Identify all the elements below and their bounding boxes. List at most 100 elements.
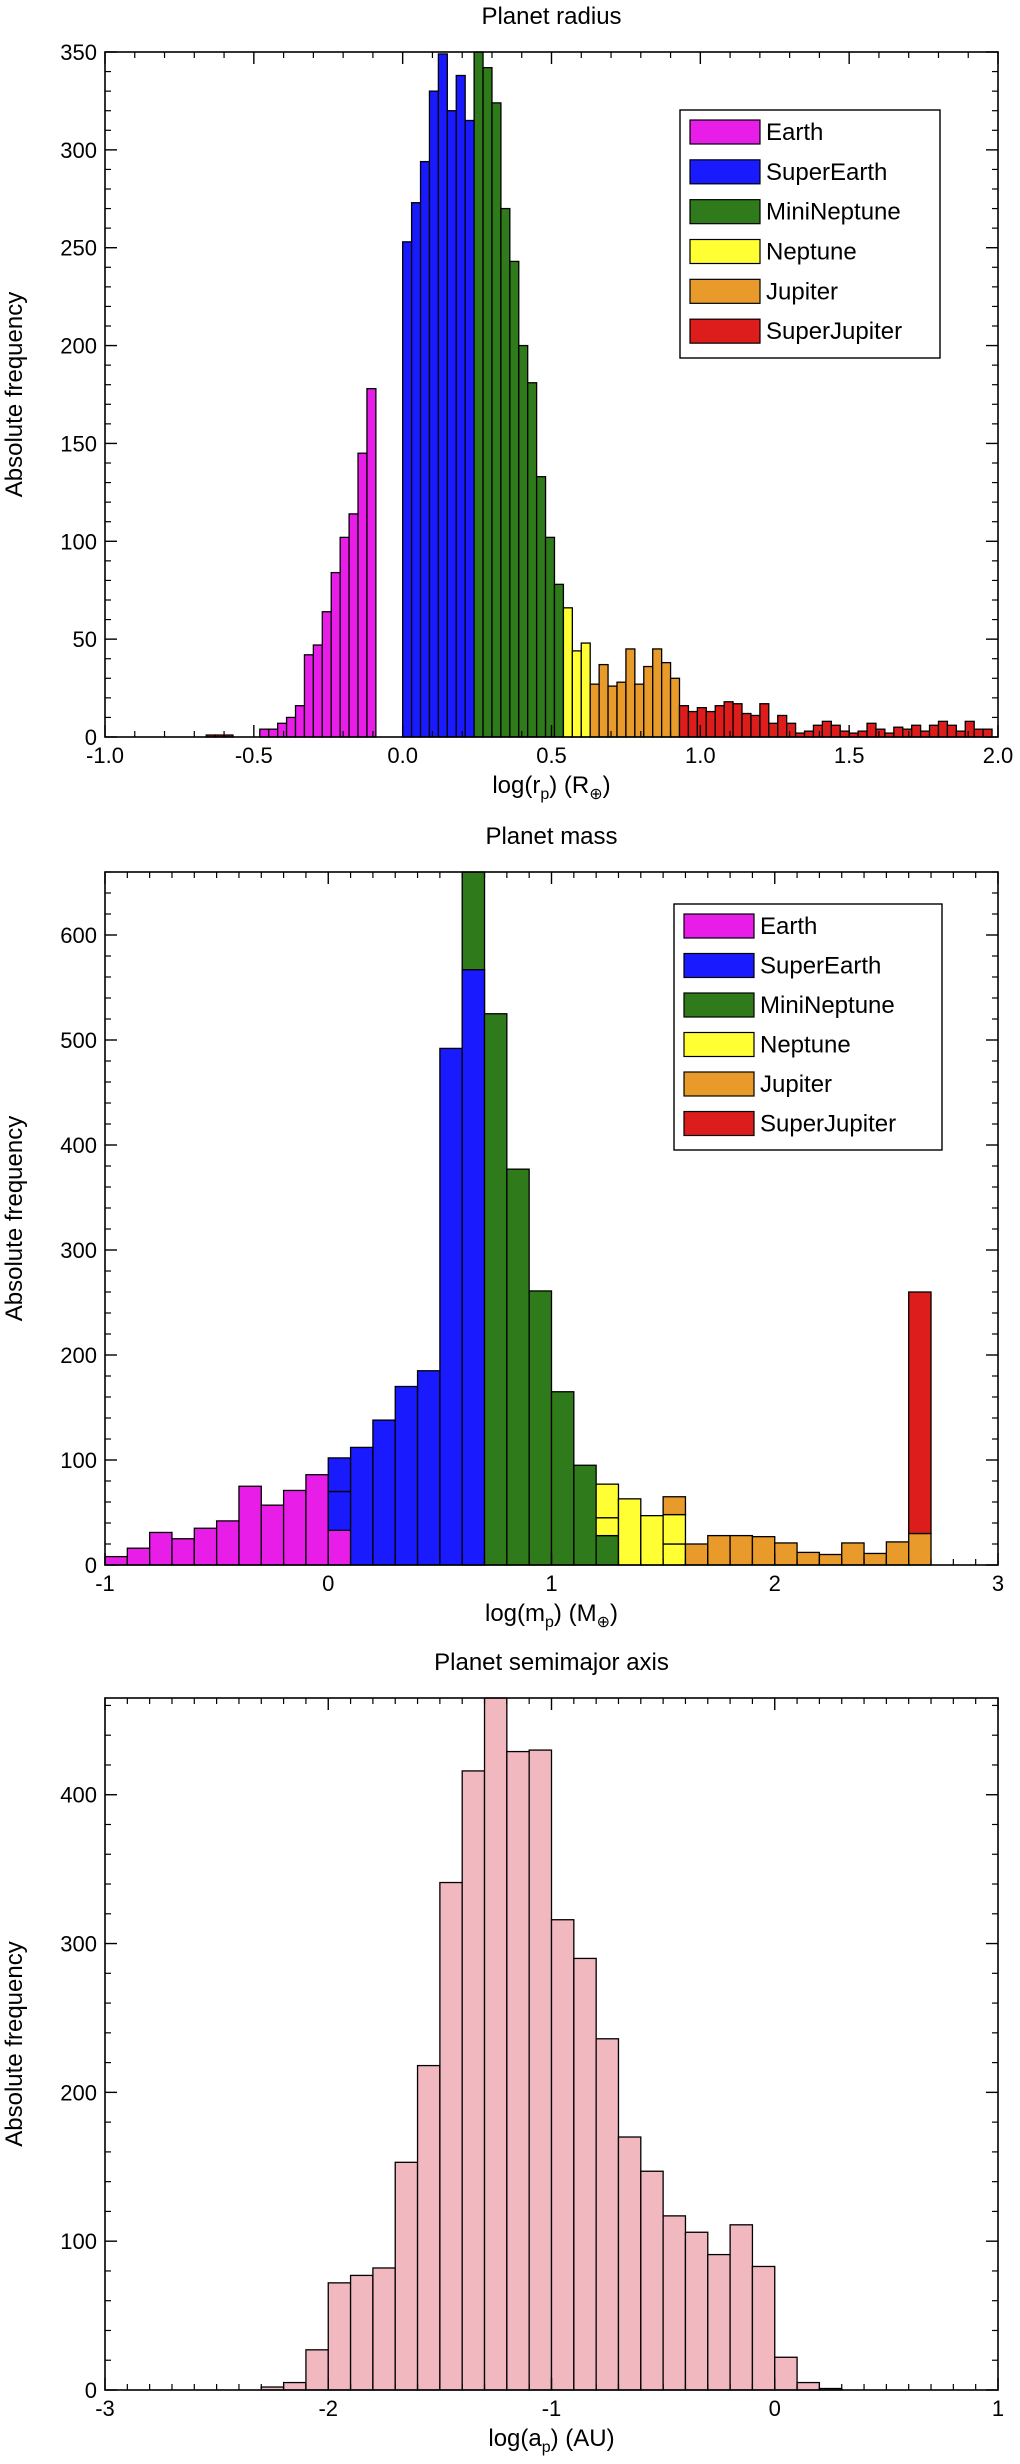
chart-planet-semimajor-axis: -3 -2 -1 0 1 0 100 200 300 400 Planet semimajor ax… [1,1649,1004,2456]
bar-5 [372,2267,396,2391]
bar-64 [830,724,841,738]
bar-23-seg-2 [595,1483,620,1519]
bar-34-seg-0 [841,1542,865,1566]
legend-swatch-superjupiter [689,318,761,344]
bar-19-seg-0 [506,1168,530,1566]
y-tick-label: 0 [85,2378,97,2403]
bar-24 [796,2381,821,2391]
legend-label-neptune: Neptune [760,1032,851,1059]
bar-11 [330,571,341,738]
bar-80 [973,728,984,738]
bar-56 [759,703,770,738]
bar-27 [500,207,511,738]
legend: Earth SuperEarth MiniNeptune Neptune Jupiter… [673,903,943,1151]
x-axis-label-subscript: p [542,2439,551,2456]
legend-label-superjupiter: SuperJupiter [766,318,902,345]
bar-53 [732,703,743,738]
legend-label-minineptune: MiniNeptune [766,199,901,226]
bar-49 [696,706,707,738]
bar-1-seg-0 [126,1547,151,1566]
bar-3 [259,728,270,738]
bar-13-seg-0 [394,1385,419,1566]
bar-39 [607,685,618,738]
legend-swatch-minineptune [689,199,761,225]
bar-26-seg-1 [662,1513,687,1545]
bar-17 [640,2170,664,2391]
legend-swatch-minineptune [683,992,755,1018]
bar-58 [777,714,788,738]
legend-swatch-neptune [683,1031,755,1058]
chart-planet-radius: -1.0 -0.5 0.0 0.5 1.0 1.5 2.0 0 50 100 150 200 250 30… [1,3,1013,803]
legend-label-superearth: SuperEarth [760,953,881,980]
bar-50 [705,710,716,738]
bar-79 [964,720,975,738]
bar-19 [684,2231,709,2391]
bar-12 [528,1749,553,2391]
bar-23-seg-1 [595,1517,620,1537]
bar-15 [366,387,377,738]
bar-16 [617,2136,642,2391]
bar-13 [550,1919,575,2391]
legend-box [673,903,943,1151]
y-tick-label: 500 [60,1028,97,1053]
legend-label-minineptune: MiniNeptune [760,992,895,1019]
bar-23 [464,119,475,738]
bar-20 [707,2253,731,2391]
bar-4 [268,728,279,738]
bar-22 [751,2265,776,2391]
x-axis-label-part: ) (M [554,1600,597,1627]
bars [260,1697,843,2391]
bar-43 [643,665,654,738]
bar-34 [562,607,573,738]
bar-48 [687,710,699,738]
bar-24 [473,51,484,738]
legend-box [679,109,941,359]
bar-27-seg-0 [684,1543,709,1566]
bar-11-seg-0 [349,1446,374,1566]
bar-51 [714,705,725,738]
x-tick-label: 0.5 [536,743,567,768]
bar-30 [527,382,538,738]
x-tick-label: 2.0 [983,743,1014,768]
bar-31 [535,476,547,738]
legend-label-superjupiter: SuperJupiter [760,1111,896,1138]
x-tick-label: 1.5 [834,743,865,768]
bar-9 [312,644,323,738]
y-axis-label: Absolute frequency [1,1941,28,2146]
bar-21 [446,110,457,738]
bar-37 [589,683,600,738]
legend-label-superearth: SuperEarth [766,159,887,186]
y-tick-label: 100 [60,2229,97,2254]
bar-0-seg-0 [104,1555,128,1566]
bar-15 [595,2038,620,2391]
bar-36 [580,642,591,738]
bar-54 [741,712,752,738]
bar-76 [937,720,949,738]
bar-29-seg-0 [729,1534,754,1566]
bar-26 [491,102,502,738]
y-tick-label: 200 [60,1343,97,1368]
bar-68 [866,722,877,738]
bar-29 [518,344,529,738]
bar-31-seg-0 [774,1542,798,1566]
bar-8-seg-0 [282,1489,307,1566]
legend-swatch-superearth [683,952,755,979]
bar-3 [327,2282,352,2391]
bar-81 [982,728,993,738]
bar-17-seg-1 [461,871,486,971]
bar-10-seg-2 [327,1457,352,1493]
bar-22-seg-0 [573,1464,597,1566]
bar-12-seg-0 [372,1419,396,1566]
x-tick-label: -3 [95,2396,115,2421]
bar-12 [339,536,350,738]
x-tick-label: 2 [769,1571,781,1596]
bar-13 [348,513,359,738]
bar-25-seg-0 [640,1515,664,1566]
bar-69 [875,728,886,738]
x-axis-label: log(ap) (AU) [488,2425,614,2456]
bar-18-seg-0 [483,1013,508,1566]
bar-4 [349,2274,374,2391]
